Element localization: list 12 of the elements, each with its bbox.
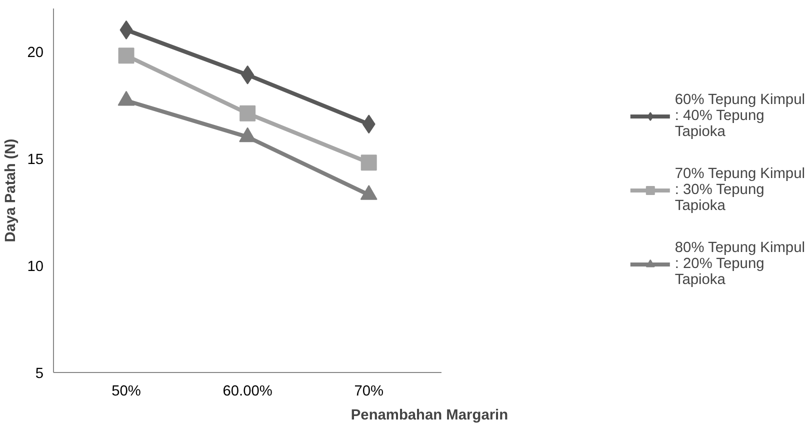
legend-label: 70% Tepung Kimpul : 30% Tepung Tapioka: [674, 165, 805, 216]
legend-label: 60% Tepung Kimpul : 40% Tepung Tapioka: [674, 91, 805, 142]
y-axis-title: Daya Patah (N): [3, 138, 20, 242]
x-tick-label: 50%: [112, 384, 141, 400]
x-tick-label: 70%: [354, 384, 384, 400]
y-tick-label: 15: [27, 152, 44, 168]
y-tick-label: 20: [27, 44, 44, 61]
x-tick-label: 60.00%: [222, 384, 272, 400]
legend-label: 80% Tepung Kimpul : 20% Tepung Tapioka: [674, 239, 805, 290]
y-tick-label: 10: [27, 258, 44, 275]
y-tick-label: 5: [35, 366, 44, 382]
x-axis-title: Penambahan Margarin: [350, 408, 508, 424]
